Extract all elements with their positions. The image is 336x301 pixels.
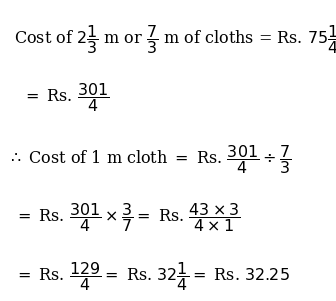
Text: $=$ Rs. $\dfrac{129}{4} =$ Rs. $32\dfrac{1}{4} =$ Rs. $32.25$: $=$ Rs. $\dfrac{129}{4} =$ Rs. $32\dfrac… — [14, 259, 290, 293]
Text: $\therefore$ Cost of 1 m cloth $=$ Rs. $\dfrac{301}{4} \div \dfrac{7}{3}$: $\therefore$ Cost of 1 m cloth $=$ Rs. $… — [7, 143, 291, 175]
Text: Cost of $2\dfrac{1}{3}$ m or $\dfrac{7}{3}$ m of cloths = Rs. $75\dfrac{1}{4}$: Cost of $2\dfrac{1}{3}$ m or $\dfrac{7}{… — [14, 23, 336, 56]
Text: $= $ Rs. $\dfrac{301}{4}$: $= $ Rs. $\dfrac{301}{4}$ — [22, 81, 110, 114]
Text: $=$ Rs. $\dfrac{301}{4} \times \dfrac{3}{7} =$ Rs. $\dfrac{43\times3}{4\times1}$: $=$ Rs. $\dfrac{301}{4} \times \dfrac{3}… — [14, 201, 241, 234]
